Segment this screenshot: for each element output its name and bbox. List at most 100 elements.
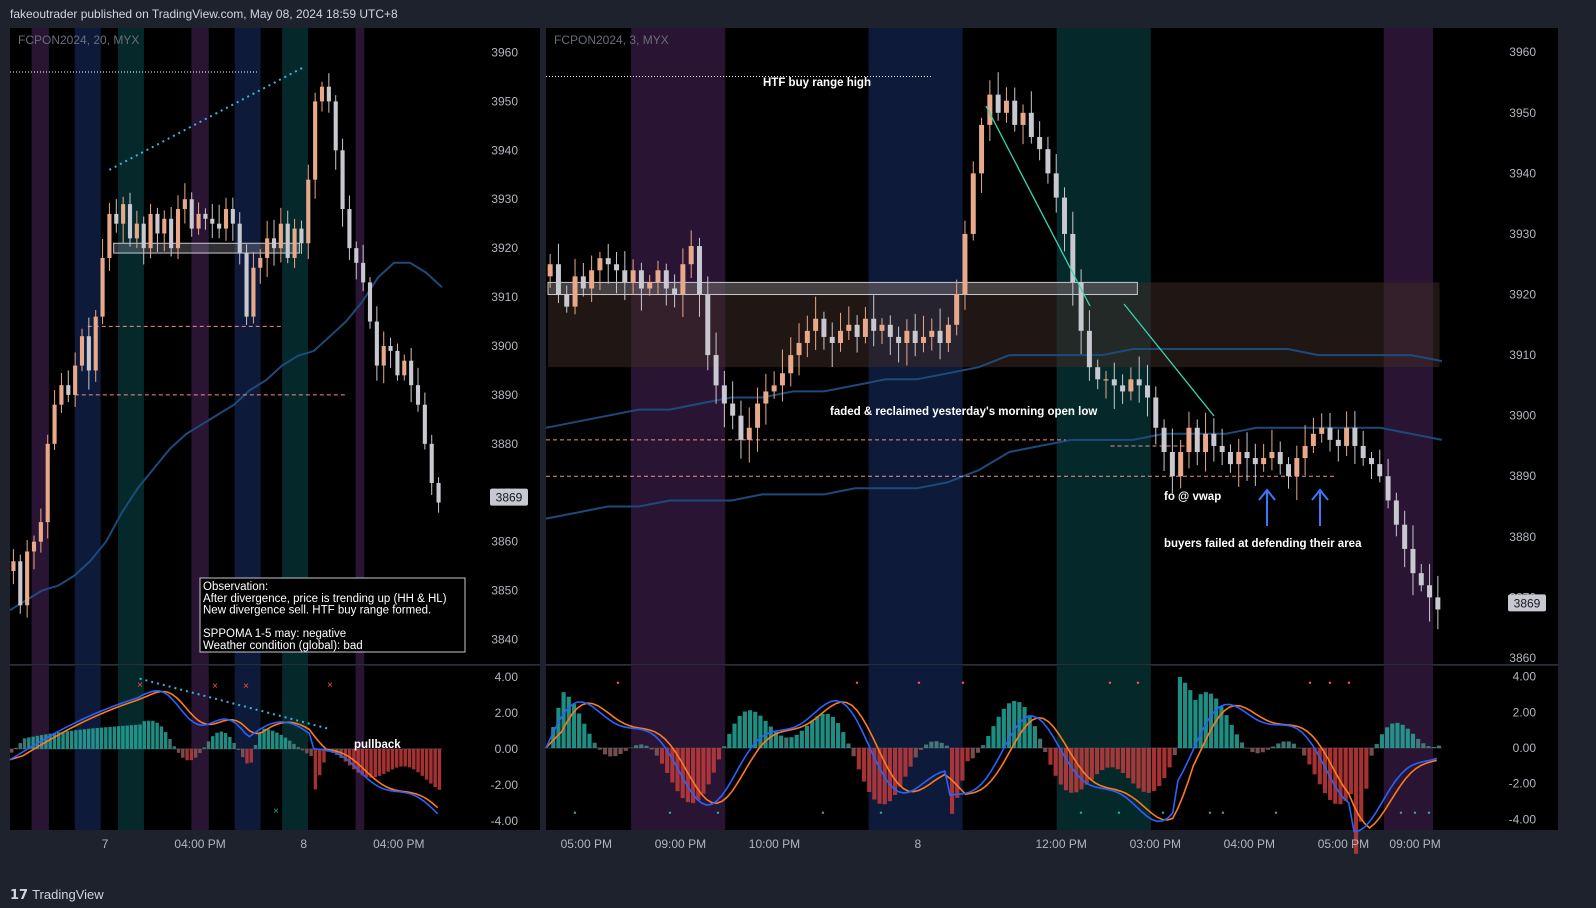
signal-marker-sell: ×: [327, 680, 333, 691]
histogram-bar: [1374, 743, 1379, 748]
histogram-bar: [416, 748, 420, 773]
histogram-bar: [701, 748, 706, 794]
candle-body: [381, 346, 386, 366]
candle-body: [45, 443, 50, 523]
histogram-bar: [1012, 700, 1017, 748]
candle: [564, 285, 570, 313]
histogram-bar: [955, 748, 960, 798]
candle-body: [572, 276, 578, 307]
y-tick-label: 3960: [1509, 45, 1536, 59]
candle: [1227, 444, 1233, 473]
histogram-bar: [1229, 724, 1234, 748]
histogram-bar: [305, 748, 309, 754]
candle-body: [755, 403, 761, 428]
y-tick-label: 3900: [491, 339, 518, 353]
histogram-bar: [1271, 746, 1276, 748]
candle: [319, 81, 325, 112]
candle: [655, 260, 661, 294]
histogram-bar: [1006, 703, 1012, 748]
candle-body: [763, 391, 769, 404]
candle: [31, 535, 37, 570]
x-tick-label: 7: [102, 837, 109, 851]
candle-body: [93, 316, 98, 371]
candle-body: [73, 365, 78, 395]
candle: [1028, 91, 1034, 144]
histogram-bar: [266, 729, 271, 749]
candle: [367, 277, 373, 329]
candle: [779, 349, 785, 402]
histogram-bar: [69, 730, 74, 749]
candle: [788, 337, 794, 387]
candle: [127, 192, 133, 247]
candle-body: [1120, 385, 1126, 392]
candle-body: [395, 350, 400, 376]
observation-line: Weather condition (global): bad: [203, 640, 363, 652]
histogram-bar: [1338, 748, 1343, 805]
signal-dot-buy: •: [879, 808, 882, 818]
candle-body: [1344, 427, 1350, 446]
histogram-bar: [181, 748, 185, 758]
candle-body: [1319, 427, 1325, 434]
histogram-bar: [571, 704, 577, 748]
candle: [1086, 310, 1092, 381]
histogram-bar: [369, 748, 373, 778]
histogram-bar: [262, 728, 266, 749]
candle: [813, 296, 819, 351]
histogram-bar: [903, 748, 908, 777]
candle: [904, 319, 910, 366]
histogram-bar: [253, 745, 258, 749]
tv-logo-icon[interactable]: 17 TradingView: [10, 887, 104, 903]
session-band: [355, 28, 365, 830]
last-price-badge: [1508, 594, 1546, 612]
candle-body: [1178, 452, 1184, 477]
histogram-bar: [846, 743, 851, 748]
candle-body: [555, 264, 561, 295]
candle: [1103, 370, 1109, 399]
candle-body: [1294, 458, 1300, 477]
histogram-bar: [789, 737, 794, 748]
candle-body: [1327, 427, 1333, 440]
candle: [1095, 359, 1101, 390]
candle-body: [175, 209, 181, 249]
fo-vwap-label: fo @ vwap: [1164, 491, 1221, 503]
histogram-bar: [820, 713, 825, 748]
histogram-bar: [1286, 741, 1291, 748]
histogram-bar: [1162, 748, 1167, 779]
oscillator-tick-label: 0.00: [1513, 741, 1537, 755]
histogram-bar: [1302, 748, 1307, 756]
observation-line: Observation:: [203, 581, 268, 593]
histogram-bar: [163, 732, 168, 749]
candle: [962, 220, 968, 310]
downtrend-line: [985, 105, 1091, 307]
histogram-bar: [1089, 748, 1094, 780]
candle-body: [1169, 452, 1175, 477]
candle: [381, 331, 386, 384]
candle-body: [688, 246, 694, 265]
candle: [838, 312, 844, 352]
histogram-bar: [1224, 715, 1229, 748]
candle-body: [804, 330, 810, 343]
histogram-bar: [670, 748, 675, 783]
candle-body: [1095, 367, 1101, 380]
candle: [672, 274, 678, 308]
brand-name: TradingView: [32, 887, 104, 902]
histogram-bar: [1094, 748, 1100, 775]
vwap-line: [545, 348, 1443, 429]
histogram-bar: [57, 732, 61, 749]
histogram-bar: [159, 726, 164, 749]
histogram-bar: [893, 748, 898, 795]
signal-dot-sell: •: [961, 678, 964, 688]
histogram-bar: [1250, 748, 1255, 753]
publish-header: fakeoutrader published on TradingView.co…: [0, 0, 1596, 28]
histogram-bar: [407, 748, 412, 768]
histogram-bar: [856, 748, 861, 770]
candle: [244, 244, 249, 326]
session-band: [118, 28, 144, 830]
candle: [605, 243, 611, 284]
histogram-bar: [22, 738, 27, 749]
candle-body: [292, 228, 297, 258]
histogram-bar: [146, 720, 151, 749]
candle-body: [1377, 464, 1383, 477]
candle: [821, 311, 827, 350]
histogram-bar: [924, 744, 929, 748]
